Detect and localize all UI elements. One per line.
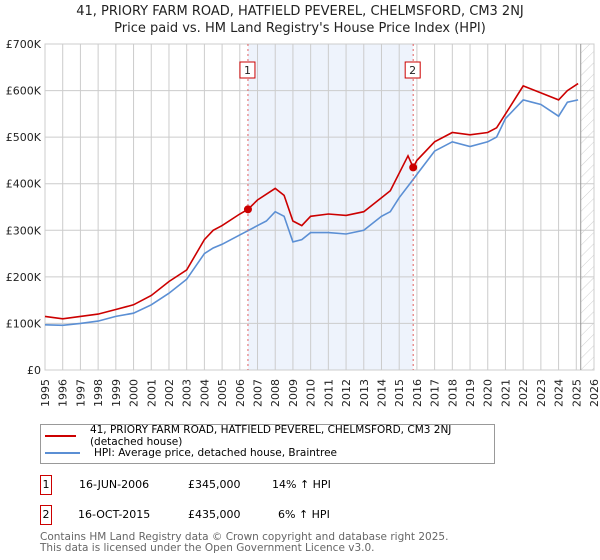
sale-marker-box [404, 61, 421, 79]
sale-price: £435,000 [188, 508, 241, 521]
x-tick-label: 2006 [234, 379, 247, 407]
price-chart: 1995 1996 1997 1998 1999 2000 2001 2002 2003 2004… [6, 38, 600, 407]
y-tick-label: £500K [6, 131, 42, 144]
legend: 41, PRIORY FARM ROAD, HATFIELD PEVEREL, … [40, 424, 495, 464]
footer-copyright: Contains HM Land Registry data © Crown c… [40, 531, 449, 543]
x-tick-label: 2022 [517, 379, 530, 407]
x-tick-label: 2024 [553, 379, 566, 407]
y-tick-label: £700K [6, 38, 42, 51]
x-tick-label: 2009 [287, 379, 300, 407]
x-tick-label: 2013 [358, 379, 371, 407]
x-tick-label: 2020 [482, 379, 495, 407]
sale-marker-badge: 1 [40, 475, 52, 495]
y-tick-label: £300K [6, 224, 42, 237]
x-tick-label: 2002 [163, 379, 176, 407]
y-tick-label: £400K [6, 178, 42, 191]
legend-label-hpi: HPI: Average price, detached house, Brai… [94, 447, 338, 459]
x-tick-label: 2008 [269, 379, 282, 407]
x-tick-label: 2004 [198, 379, 211, 407]
sale-row: 2 16-OCT-2015 £435,000 6% ↑ HPI [40, 505, 490, 525]
sale-point [243, 205, 252, 214]
x-tick-label: 2018 [446, 379, 459, 407]
x-tick-label: 2016 [411, 379, 424, 407]
x-tick-label: 2026 [588, 379, 600, 407]
y-tick-label: £200K [6, 271, 42, 284]
x-tick-label: 2015 [393, 379, 406, 407]
legend-item-property: 41, PRIORY FARM ROAD, HATFIELD PEVEREL, … [41, 424, 494, 448]
x-tick-label: 2011 [322, 379, 335, 407]
series-line-hpi [44, 99, 579, 327]
y-tick-label: £100K [6, 317, 42, 330]
legend-swatch-hpi [45, 452, 80, 454]
legend-item-hpi: HPI: Average price, detached house, Brai… [41, 445, 337, 461]
sale-date: 16-OCT-2015 [78, 508, 151, 521]
sale-hpi-change: 14% ↑ HPI [272, 478, 331, 491]
sale-marker-badge: 2 [40, 505, 52, 525]
legend-swatch-property [45, 435, 76, 437]
sale-marker-label: 1 [244, 64, 251, 77]
series-line-property [44, 82, 579, 320]
chart-subtitle: Price paid vs. HM Land Registry's House … [114, 21, 486, 36]
sale-date: 16-JUN-2006 [79, 478, 150, 491]
x-tick-label: 2025 [570, 379, 583, 407]
x-tick-label: 2019 [464, 379, 477, 407]
sale-row: 1 16-JUN-2006 £345,000 14% ↑ HPI [40, 475, 490, 495]
x-tick-label: 2012 [340, 379, 353, 407]
sale-price: £345,000 [188, 478, 241, 491]
x-tick-label: 2003 [181, 379, 194, 407]
x-tick-label: 2001 [145, 379, 158, 407]
x-tick-label: 2010 [305, 379, 318, 407]
x-tick-label: 2023 [535, 379, 548, 407]
y-tick-label: £0 [27, 364, 41, 377]
sale-point [409, 163, 418, 172]
sale-marker-label: 2 [409, 64, 416, 77]
y-tick-label: £600K [6, 85, 42, 98]
plot-border [44, 43, 595, 371]
x-tick-label: 1996 [57, 379, 70, 407]
x-tick-label: 1999 [110, 379, 123, 407]
x-tick-label: 2007 [252, 379, 265, 407]
legend-label-property: 41, PRIORY FARM ROAD, HATFIELD PEVEREL, … [89, 424, 452, 448]
x-tick-label: 1997 [74, 379, 87, 407]
footer: Contains HM Land Registry data © Crown c… [40, 532, 448, 554]
chart-title: 41, PRIORY FARM ROAD, HATFIELD PEVEREL, … [76, 4, 524, 19]
x-tick-label: 1998 [92, 379, 105, 407]
x-tick-label: 2000 [128, 379, 141, 407]
forecast-hatch [580, 44, 594, 370]
x-tick-label: 1995 [39, 379, 52, 407]
sale-hpi-change: 6% ↑ HPI [278, 508, 330, 521]
sale-marker-box [239, 61, 256, 79]
sale-period-shade [247, 44, 414, 370]
x-tick-label: 2005 [216, 379, 229, 407]
footer-licence: This data is licensed under the Open Gov… [40, 542, 375, 554]
x-tick-label: 2017 [429, 379, 442, 407]
x-tick-label: 2014 [375, 379, 388, 407]
x-tick-label: 2021 [499, 379, 512, 407]
